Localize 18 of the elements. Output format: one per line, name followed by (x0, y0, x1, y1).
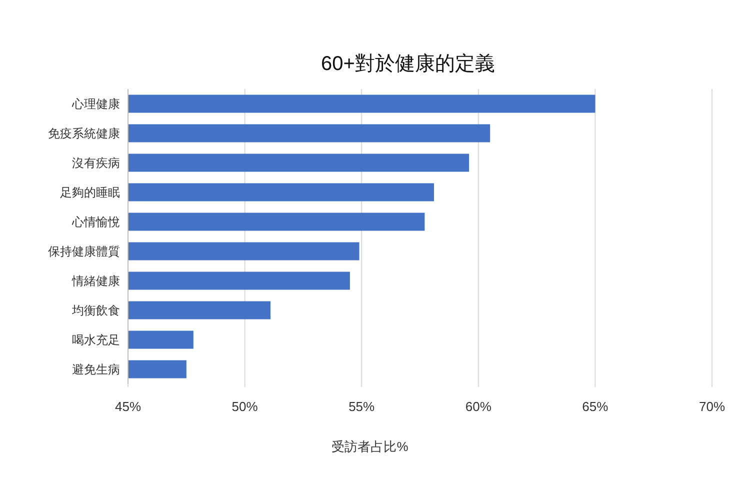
y-tick-label: 均衡飲食 (71, 303, 120, 318)
x-tick-label: 55% (348, 399, 376, 414)
y-tick-label: 避免生病 (72, 362, 120, 376)
x-tick-label: 45% (114, 399, 142, 414)
x-tick-label: 65% (582, 399, 609, 414)
y-tick-label: 喝水充足 (72, 332, 120, 347)
x-tick-label: 60% (465, 399, 492, 414)
y-tick-label: 免疫系統健康 (48, 126, 120, 140)
x-tick-label: 50% (232, 399, 258, 414)
y-tick-label: 沒有疾病 (72, 156, 120, 170)
y-tick-label: 心理健康 (71, 96, 120, 111)
x-tick-label: 70% (698, 399, 726, 414)
y-tick-label: 情緒健康 (71, 274, 120, 288)
x-axis-title: 受訪者占比% (332, 439, 409, 454)
chart-title: 60+對於健康的定義 (321, 53, 495, 75)
y-tick-label: 足夠的睡眠 (60, 185, 120, 200)
y-tick-label: 保持健康體質 (48, 244, 120, 258)
y-tick-label: 心情愉悅 (71, 214, 120, 229)
